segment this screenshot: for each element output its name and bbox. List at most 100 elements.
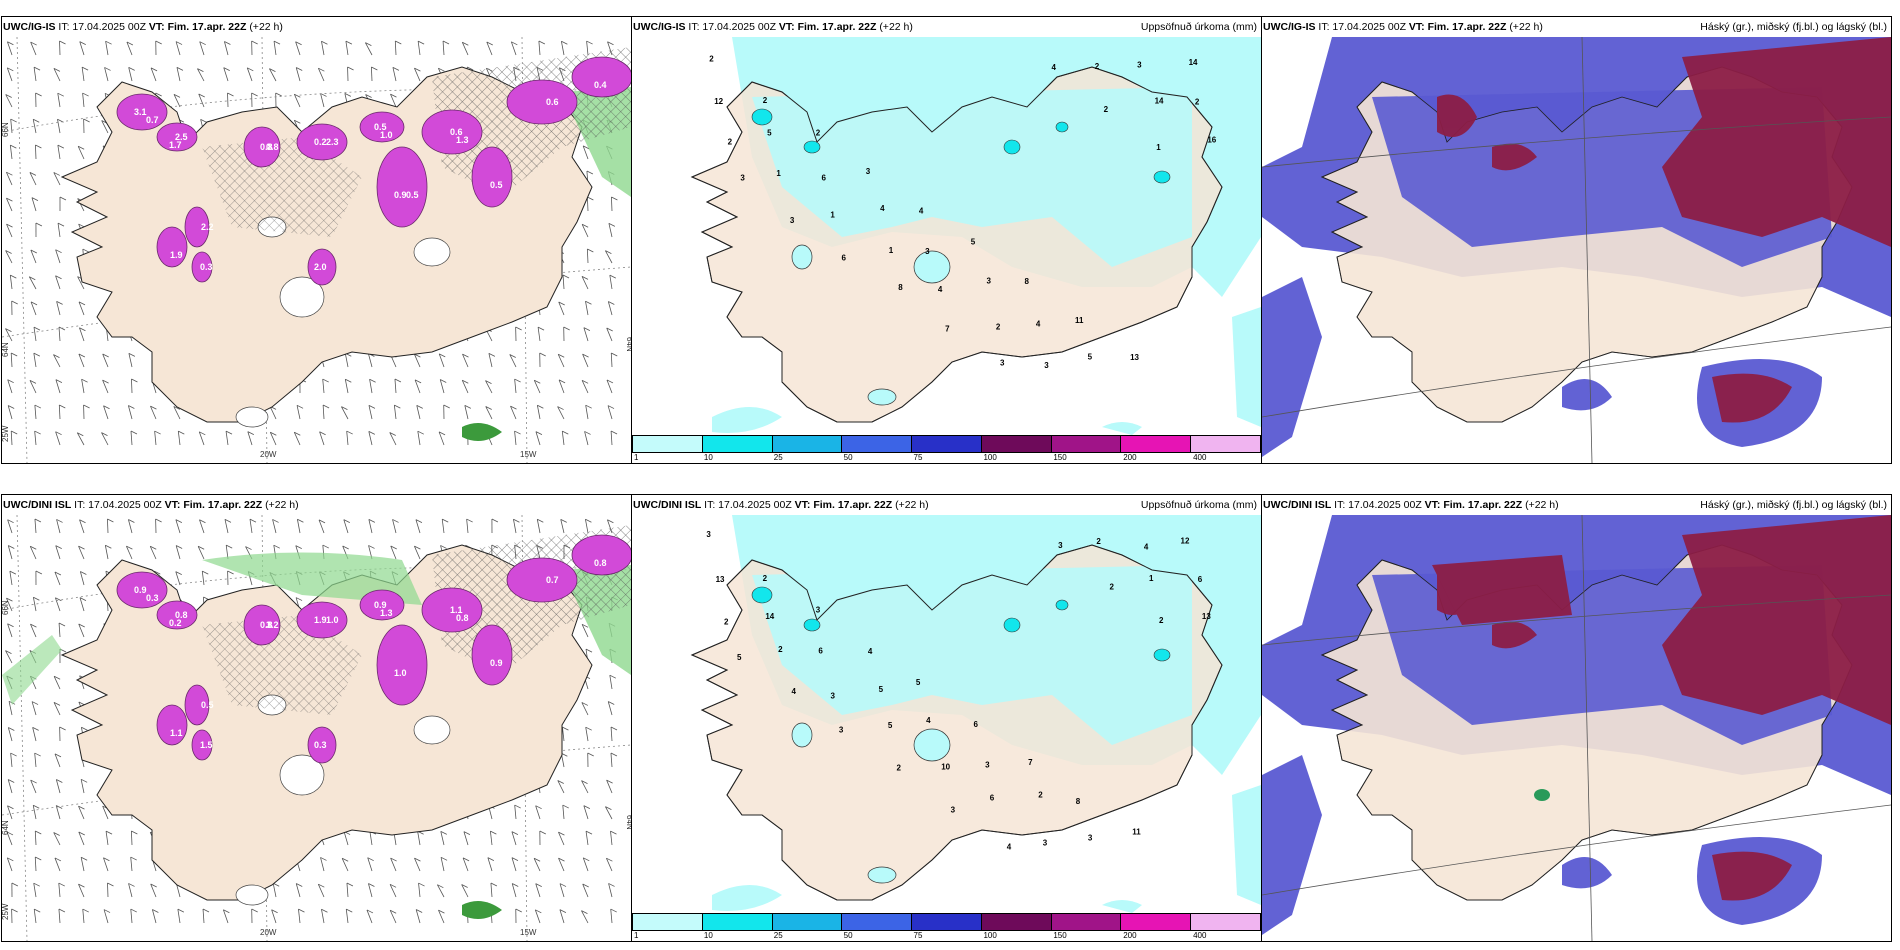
precip-value-label: 3: [1044, 361, 1049, 370]
wind-value-label: 1.7: [169, 140, 182, 150]
precip-value-label: 5: [737, 653, 742, 662]
precip-value-label: 3: [985, 761, 990, 770]
glacier: [279, 754, 325, 796]
precip-value-label: 4: [1007, 842, 1012, 851]
precip-value-label: 1: [776, 169, 781, 178]
precip-value-label: 10: [941, 762, 950, 771]
wind-value-label: 3.1: [134, 107, 147, 117]
colorbar-swatch: [841, 913, 912, 931]
panel-header: UWC/IG-IS IT: 17.04.2025 00Z VT: Fim. 17…: [632, 17, 1261, 37]
precip-blob: [421, 109, 483, 155]
precip-value-label: 14: [1189, 58, 1198, 67]
glacier: [279, 276, 325, 318]
wind-value-label: 1.1: [450, 605, 463, 615]
precip-value-label: 14: [1155, 97, 1164, 106]
model-name: UWC/DINI ISL: [3, 499, 72, 511]
precip-value-label: 2: [996, 323, 1001, 332]
precip-colorbar: 1 10 25 50 75 100 150 200 400: [632, 435, 1262, 463]
precip-value-label: 3: [839, 726, 844, 735]
colorbar-label: 50: [843, 453, 853, 462]
panel-header: UWC/DINI ISL IT: 17.04.2025 00Z VT: Fim.…: [2, 495, 631, 515]
precip-value-label: 3: [816, 606, 821, 615]
precip-blob: [506, 79, 578, 125]
colorbar-swatch: [771, 913, 842, 931]
field-title: Uppsöfnuð úrkoma (mm): [1140, 21, 1257, 33]
wind-value-label: 1.9: [170, 250, 183, 260]
colorbar-swatch: [911, 435, 981, 453]
precip-value-label: 3: [830, 691, 835, 700]
precip-value-label: 2: [1110, 583, 1115, 592]
precip-shading: [116, 47, 631, 441]
colorbar-label: 200: [1123, 931, 1137, 940]
model-name: UWC/IG-IS: [3, 21, 56, 33]
wind-value-label: 2.2: [201, 222, 214, 232]
precip-value-label: 2: [816, 129, 821, 138]
precip-value-label: 11: [1075, 316, 1084, 325]
precip-blob: [571, 534, 631, 576]
precip-blob: [243, 126, 281, 168]
grid-label: 20W: [260, 928, 277, 937]
precip-blob: [307, 248, 337, 286]
precip-value-label: 8: [898, 283, 903, 292]
cloud-map: [1262, 515, 1891, 941]
wind-value-label: 1.1: [170, 728, 183, 738]
precip-blob: [296, 123, 348, 161]
precip-blob: [376, 146, 428, 228]
precip-value-label: 4: [938, 285, 943, 294]
colorbar-swatch: [911, 913, 981, 931]
grid-label: 64N: [2, 342, 10, 357]
precip-colorbar: 1 10 25 50 75 100 150 200 400: [632, 913, 1262, 941]
glacier: [235, 884, 269, 906]
precip-blob: [156, 704, 188, 746]
precip-value-label: 12: [714, 97, 723, 106]
valid-time: Fim. 17.apr. 22Z: [1443, 499, 1523, 511]
colorbar-swatch: [1050, 913, 1121, 931]
precip-blob: [471, 146, 513, 208]
wind-value-label: 2.0: [314, 262, 327, 272]
precip-value-label: 6: [990, 793, 995, 802]
precip-value-label: 14: [765, 612, 774, 621]
precip-blob: [506, 557, 578, 603]
precip-value-label: 3: [706, 530, 711, 539]
precip-value-label: 2: [1159, 616, 1164, 625]
colorbar-swatch: [1050, 435, 1121, 453]
precip-value-label: 2: [1038, 791, 1043, 800]
cloud-map: [1262, 37, 1891, 463]
precip-value-label: 13: [716, 575, 725, 584]
precip-blob: [307, 726, 337, 764]
valid-time: Fim. 17.apr. 22Z: [183, 499, 263, 511]
precip-value-label: 1: [830, 211, 835, 220]
wind-value-label: 0.4: [594, 80, 607, 90]
precip-value-label: 5: [1088, 352, 1093, 361]
panel-header: UWC/DINI ISL IT: 17.04.2025 00Z VT: Fim.…: [632, 495, 1261, 515]
glacier: [413, 237, 451, 267]
init-time: IT: 17.04.2025 00Z: [1318, 21, 1406, 33]
colorbar-label: 75: [913, 453, 923, 462]
colorbar-swatch: [632, 435, 702, 453]
precip-map: 2223458111314125643345322111423214163368…: [632, 37, 1261, 437]
precip-value-label: 6: [1198, 575, 1203, 584]
colorbar-swatch: [980, 435, 1051, 453]
colorbar-swatch: [701, 435, 772, 453]
grid-label: 20W: [260, 450, 277, 459]
wind-value-label: 1.0: [394, 668, 407, 678]
colorbar-label: 50: [843, 931, 853, 940]
lead-time: (+22 h): [879, 21, 913, 33]
wind-value-label: 0.5: [374, 122, 387, 132]
precip-value-label: 4: [1144, 542, 1149, 551]
precip-value-label: 7: [1028, 758, 1033, 767]
panel-wind-igis: UWC/IG-IS IT: 17.04.2025 00Z VT: Fim. 17…: [1, 16, 632, 464]
model-name: UWC/IG-IS: [1263, 21, 1316, 33]
precip-value-label: 13: [1202, 612, 1211, 621]
wind-value-label: 0.2: [314, 137, 327, 147]
wind-value-label: 0.8: [260, 142, 273, 152]
valid-time-label: VT:: [164, 499, 181, 511]
precip-blob: [243, 604, 281, 646]
colorbar-label: 10: [703, 453, 713, 462]
wind-value-label: 0.6: [546, 97, 559, 107]
valid-time-label: VT:: [148, 21, 165, 33]
precip-value-label: 2: [728, 137, 733, 146]
wind-value-label: 0.2: [169, 618, 182, 628]
valid-time-label: VT:: [778, 21, 795, 33]
precip-value-label: 1: [889, 246, 894, 255]
